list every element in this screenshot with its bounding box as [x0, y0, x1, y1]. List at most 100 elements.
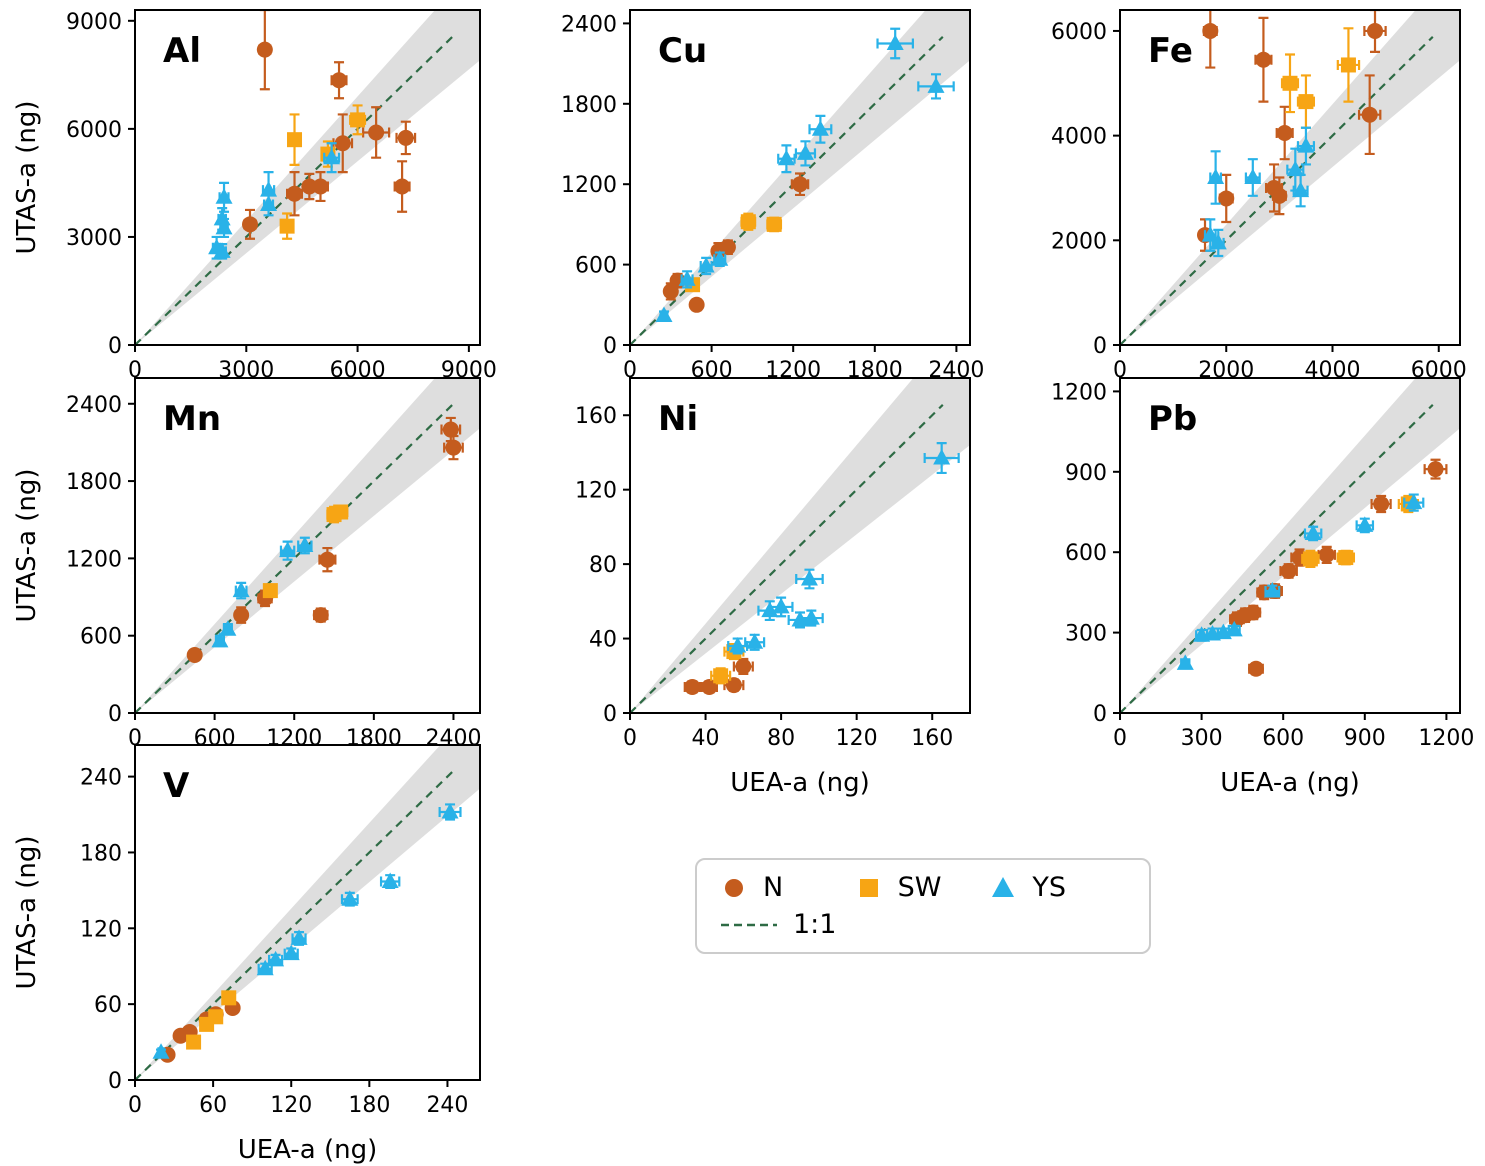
series-ys — [655, 27, 955, 323]
plot-frame — [134, 9, 481, 346]
series-n — [1197, 10, 1387, 252]
series-n — [242, 10, 417, 240]
data-point-ys — [260, 195, 278, 212]
legend: N SW YS 1:1 — [695, 858, 1151, 954]
data-point-ys — [711, 250, 729, 266]
x-tick-label: 180 — [348, 1093, 390, 1118]
data-point-n — [1202, 22, 1219, 39]
one-to-one-band — [1120, 378, 1460, 713]
one-to-one-band — [135, 745, 480, 1080]
x-tick-label: 0 — [623, 726, 637, 751]
plot-frame — [1119, 377, 1461, 714]
data-point-sw — [333, 504, 349, 520]
data-point-sw — [186, 1034, 202, 1050]
legend-item-one-to-one: 1:1 — [721, 909, 836, 940]
one-to-one-line — [135, 404, 454, 713]
data-point-ys — [260, 181, 278, 197]
x-tick-label: 4000 — [1305, 358, 1361, 383]
data-point-n — [684, 678, 701, 695]
data-point-ys — [1176, 654, 1194, 670]
data-point-sw — [279, 218, 295, 234]
panel-title-cu: Cu — [658, 31, 707, 71]
x-axis-label: UEA-a (ng) — [1220, 768, 1360, 798]
plot-frame — [134, 744, 481, 1081]
data-point-n — [319, 551, 336, 568]
series-ys — [208, 142, 341, 260]
y-tick-label: 2000 — [1051, 229, 1107, 254]
data-point-n — [1361, 106, 1378, 123]
data-point-ys — [800, 570, 818, 586]
data-point-n — [792, 176, 808, 193]
data-point-n — [394, 178, 411, 195]
data-point-ys — [1263, 582, 1281, 598]
x-tick-label: 0 — [1113, 358, 1127, 383]
x-tick-label: 6000 — [330, 358, 386, 383]
y-tick-label: 1200 — [1051, 380, 1107, 405]
data-point-n — [1280, 562, 1297, 579]
panel-v: 00 60 60 120 120 180 180 240 240 V UTAS-a (ng) UEA-… — [12, 744, 481, 1165]
x-tick-label: 3000 — [218, 358, 274, 383]
data-point-ys — [213, 209, 231, 226]
panel-title-al: Al — [163, 31, 201, 71]
panel-title-pb: Pb — [1148, 399, 1197, 439]
data-point-sw — [713, 668, 729, 684]
series-ys — [152, 803, 462, 1059]
x-tick-label: 0 — [623, 358, 637, 383]
x-tick-label: 2000 — [1198, 358, 1254, 383]
triangle-marker-icon — [992, 876, 1015, 897]
one-to-one-line — [630, 36, 944, 345]
data-point-sw — [1302, 551, 1318, 567]
x-tick-label: 0 — [128, 1093, 142, 1118]
panel-ni: 00 40 40 80 80 120 120 160 160 Ni UEA-a (ng) — [575, 377, 971, 798]
data-point-n — [242, 216, 258, 233]
panel-title-mn: Mn — [163, 399, 221, 439]
one-to-one-line — [630, 404, 944, 713]
data-point-ys — [1207, 168, 1225, 184]
y-tick-label: 2400 — [66, 393, 122, 418]
y-tick-label: 240 — [80, 766, 122, 791]
data-point-n — [1318, 546, 1335, 563]
legend-label-n: N — [763, 872, 784, 903]
x-tick-label: 600 — [691, 358, 733, 383]
data-point-n — [334, 135, 351, 152]
x-tick-label: 1200 — [1418, 726, 1474, 751]
legend-label-ys: YS — [1032, 872, 1066, 903]
data-point-n — [301, 178, 318, 195]
data-point-ys — [1297, 137, 1315, 153]
y-tick-label: 120 — [80, 917, 122, 942]
data-point-sw — [287, 132, 303, 148]
one-to-one-line — [1120, 36, 1434, 345]
data-point-n — [1276, 125, 1293, 142]
y-tick-label: 6000 — [1051, 20, 1107, 45]
x-tick-label: 300 — [1181, 726, 1223, 751]
y-tick-label: 0 — [1093, 702, 1107, 727]
x-tick-label: 600 — [194, 726, 236, 751]
data-point-ys — [886, 34, 904, 50]
series-ys — [727, 442, 960, 655]
data-point-ys — [232, 581, 250, 598]
panel-pb: 00 300 300 600 600 900 900 1200 1200 Pb UEA-a (ng) — [1051, 377, 1474, 798]
y-tick-label: 1800 — [66, 470, 122, 495]
y-tick-label: 600 — [1065, 541, 1107, 566]
data-point-n — [331, 72, 348, 89]
data-point-ys — [1356, 516, 1374, 532]
data-point-ys — [729, 637, 747, 653]
data-point-sw — [766, 216, 782, 232]
y-tick-label: 40 — [589, 628, 617, 653]
data-point-n — [1427, 461, 1444, 478]
x-tick-label: 600 — [1262, 726, 1304, 751]
data-point-ys — [296, 536, 314, 552]
data-point-n — [688, 296, 705, 313]
data-point-n — [1271, 187, 1288, 204]
data-point-ys — [215, 218, 233, 235]
data-point-ys — [152, 1043, 170, 1059]
x-tick-label: 900 — [1344, 726, 1386, 751]
data-point-ys — [215, 188, 233, 204]
data-point-n — [1255, 51, 1272, 68]
data-point-n — [256, 41, 273, 58]
series-ys — [211, 536, 314, 648]
series-sw — [262, 504, 349, 599]
data-point-sw — [1340, 57, 1356, 73]
y-axis-label: UTAS-a (ng) — [12, 835, 42, 989]
